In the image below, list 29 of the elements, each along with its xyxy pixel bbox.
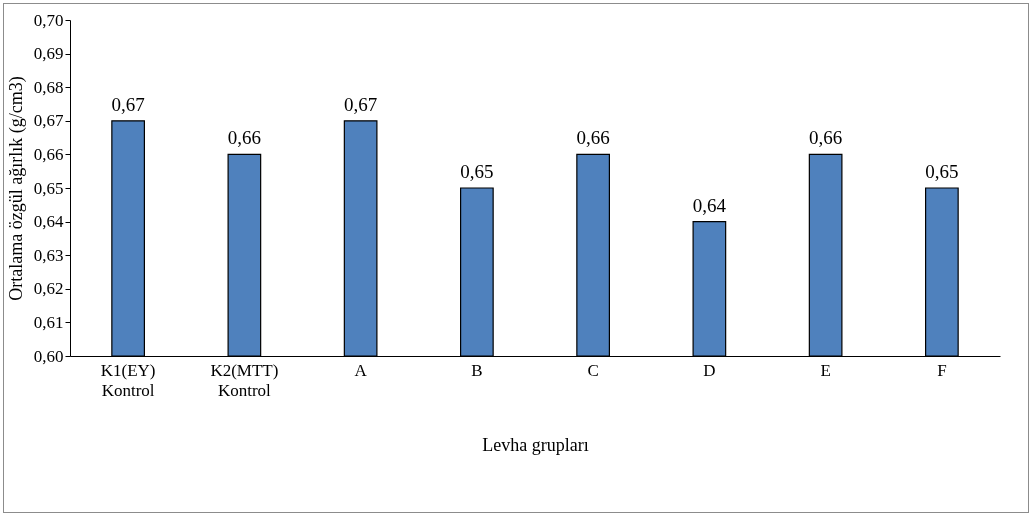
data-label: 0,66 bbox=[576, 127, 610, 149]
x-tick-label: A bbox=[354, 360, 368, 380]
y-tick-label: 0,68 bbox=[33, 77, 64, 97]
x-tick-label: D bbox=[703, 360, 716, 380]
x-axis-title: Levha grupları bbox=[482, 434, 589, 455]
y-tick-label: 0,65 bbox=[33, 178, 64, 198]
x-tick-label: B bbox=[471, 360, 483, 380]
y-tick-label: 0,63 bbox=[33, 245, 64, 265]
data-label: 0,65 bbox=[925, 161, 959, 182]
data-label: 0,65 bbox=[460, 161, 494, 182]
x-tick-label: C bbox=[587, 360, 599, 380]
y-tick-label: 0,66 bbox=[33, 144, 64, 164]
x-tick-label: K2(MTT) Kontrol bbox=[210, 360, 279, 400]
y-tick-label: 0,67 bbox=[33, 111, 64, 131]
data-label: 0,66 bbox=[809, 127, 843, 149]
x-tick-label: F bbox=[937, 360, 947, 380]
y-axis-title: Ortalama özgül ağırlık (g/cm3) bbox=[5, 76, 27, 301]
data-label: 0,67 bbox=[111, 93, 145, 115]
y-tick-label: 0,70 bbox=[33, 10, 64, 30]
data-label: 0,67 bbox=[344, 93, 378, 115]
data-label: 0,64 bbox=[692, 194, 727, 216]
y-tick-label: 0,60 bbox=[33, 346, 64, 366]
y-tick-label: 0,69 bbox=[33, 44, 64, 64]
x-tick-label: E bbox=[820, 360, 831, 380]
x-tick-label: K1(EY) Kontrol bbox=[100, 360, 156, 400]
y-tick-label: 0,61 bbox=[33, 312, 64, 332]
data-label: 0,66 bbox=[227, 127, 261, 149]
y-tick-label: 0,62 bbox=[33, 279, 64, 299]
y-tick-label: 0,64 bbox=[33, 212, 64, 232]
